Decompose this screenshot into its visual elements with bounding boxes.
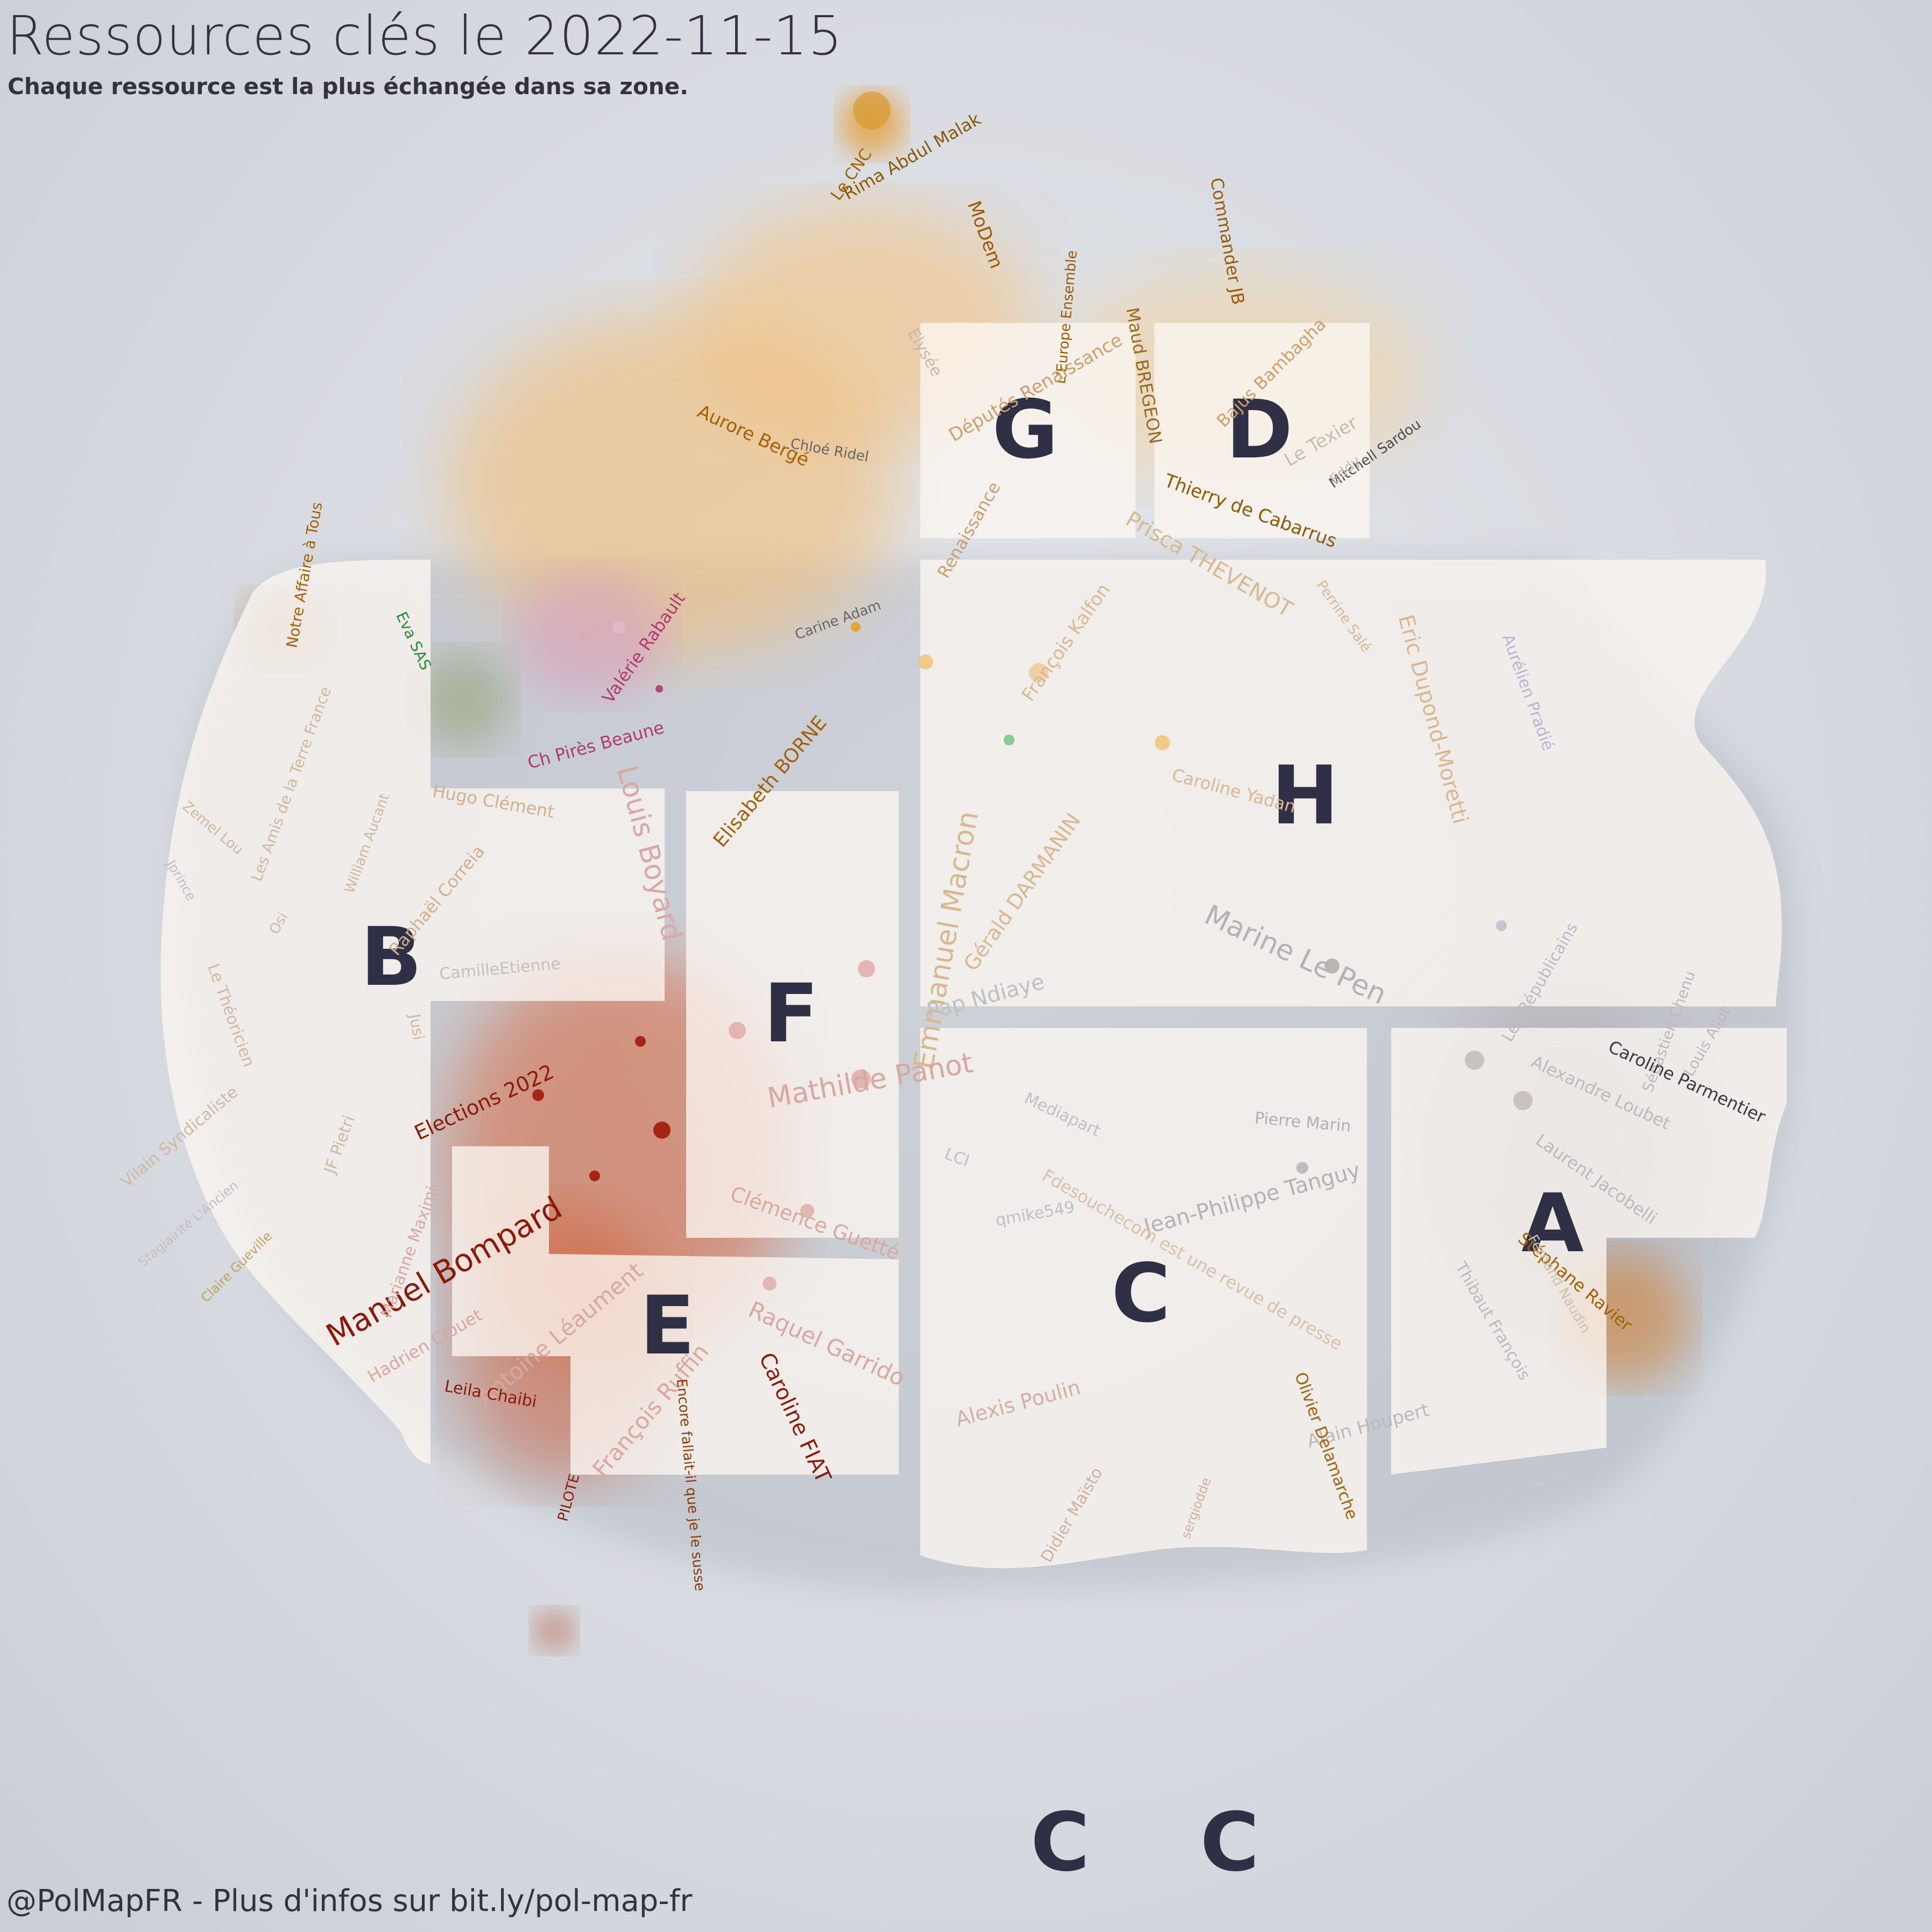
node (851, 622, 861, 632)
nodes (532, 91, 1533, 1291)
zone-letter-g: G (992, 383, 1058, 477)
node (851, 1069, 871, 1089)
footer-credit: @PolMapFR - Plus d'infos sur bit.ly/pol-… (6, 1884, 693, 1919)
node (1465, 1050, 1484, 1070)
node (1296, 1162, 1308, 1174)
page-subtitle: Chaque ressource est la plus échangée da… (8, 73, 689, 100)
zone-letter-a: A (1521, 1177, 1584, 1271)
node (1004, 735, 1014, 745)
zone-letter-h: H (1271, 749, 1339, 843)
node (763, 1277, 777, 1291)
node (1513, 1091, 1533, 1110)
node (800, 1204, 814, 1218)
node (853, 91, 891, 129)
node (918, 654, 933, 669)
zone-letter-c: C (1111, 1247, 1171, 1341)
page-title: Ressources clés le 2022-11-15 (6, 4, 843, 67)
zone-letter-e: E (640, 1279, 695, 1373)
zone-letters: G D H B F C A E C C (361, 383, 1584, 1889)
node (655, 685, 663, 693)
node (589, 1171, 600, 1181)
node (532, 1089, 544, 1101)
node (1496, 920, 1507, 931)
node (1155, 735, 1170, 750)
node (635, 1036, 646, 1047)
zone-letter-b: B (361, 911, 422, 1004)
zone-letter-d: D (1226, 383, 1293, 477)
node (858, 960, 875, 977)
zone-letter-c-bottom-2: C (1200, 1796, 1259, 1889)
node (1324, 958, 1339, 974)
zone-letter-c-bottom-1: C (1031, 1796, 1090, 1889)
node (1029, 663, 1048, 682)
island (160, 323, 1787, 1569)
node (653, 1122, 671, 1139)
node (612, 621, 625, 633)
node (729, 1022, 746, 1039)
zone-letter-f: F (764, 967, 819, 1061)
